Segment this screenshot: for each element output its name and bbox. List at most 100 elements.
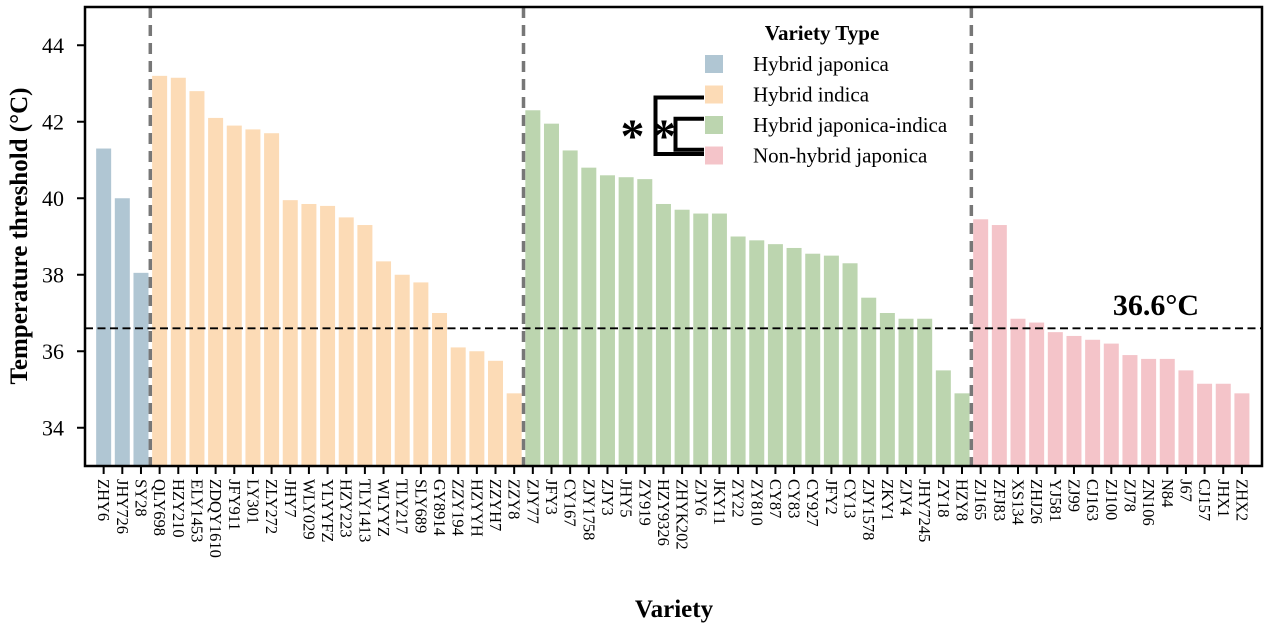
bar-ZJ78 — [1122, 355, 1138, 466]
x-tick-label: ZHY6 — [94, 479, 113, 521]
bar-CY13 — [842, 263, 858, 466]
bar-JHY7 — [282, 200, 298, 466]
outer-significance-star: * — [621, 110, 645, 163]
y-tick-label: 34 — [42, 415, 64, 440]
bar-ZJ99 — [1066, 335, 1082, 466]
bar-HZY9326 — [655, 203, 671, 467]
bar-CJ163 — [1085, 339, 1101, 466]
bar-SY28 — [133, 272, 149, 466]
x-tick-label: CJ163 — [1083, 479, 1102, 521]
bar-ZJY3 — [599, 175, 615, 467]
x-tick-label: HZYYH — [467, 479, 486, 537]
x-tick-label: CY13 — [841, 479, 860, 518]
x-tick-label: ZHJ26 — [1027, 479, 1046, 524]
x-tick-label: N84 — [1158, 479, 1177, 507]
x-tick-label: XS134 — [1008, 479, 1027, 525]
legend-label-hybrid-indica: Hybrid indica — [753, 83, 870, 107]
legend-label-hybrid-japonica: Hybrid japonica — [753, 52, 890, 76]
x-tick-label: WLYYZ — [374, 479, 393, 537]
x-tick-label: ZZY194 — [449, 479, 468, 536]
x-tick-label: ZJY6 — [691, 479, 710, 516]
legend-swatch-hybrid-indica — [705, 85, 723, 104]
bar-ZHY6 — [96, 148, 112, 466]
x-tick-label: ZJY1578 — [859, 479, 878, 540]
bar-ZHJ26 — [1029, 322, 1045, 466]
bar-LY301 — [245, 129, 261, 466]
x-tick-label: SLY689 — [411, 479, 430, 533]
x-tick-label: ZKY1 — [878, 479, 897, 521]
bar-JHY5 — [618, 177, 634, 466]
inner-bracket — [673, 116, 704, 152]
x-tick-label: CY87 — [766, 479, 785, 518]
bar-TLY217 — [394, 274, 410, 466]
bar-GY8914 — [432, 313, 448, 466]
legend-title: Variety Type — [765, 21, 880, 45]
x-tick-label: ZLY272 — [262, 479, 281, 534]
bar-HZY210 — [170, 77, 186, 466]
bar-J67 — [1178, 370, 1194, 467]
legend-swatch-hybrid-japonica-indica — [705, 116, 723, 134]
x-tick-label: ZJY1758 — [579, 479, 598, 540]
plot-frame — [83, 5, 1264, 468]
x-tick-label: ZN106 — [1139, 479, 1158, 526]
bar-ZN106 — [1141, 358, 1157, 466]
y-tick-label: 38 — [42, 262, 64, 287]
bar-WLY029 — [301, 203, 317, 467]
bar-ZFJ83 — [991, 225, 1007, 466]
bar-ZLY272 — [264, 133, 280, 466]
x-tick-label: ZZY8 — [505, 479, 524, 519]
bar-ZZYH7 — [488, 360, 504, 466]
x-tick-label: QLY698 — [150, 479, 169, 536]
x-tick-label: ELY1453 — [187, 479, 206, 542]
x-tick-label: ZY18 — [934, 479, 953, 518]
x-tick-label: ZY919 — [635, 479, 654, 526]
legend-label-hybrid-japonica-indica: Hybrid japonica-indica — [753, 113, 948, 137]
bar-XS134 — [1010, 318, 1026, 466]
bar-WLYYZ — [376, 261, 392, 466]
x-tick-label: WLY029 — [299, 479, 318, 540]
x-tick-label: HZY8 — [953, 479, 972, 521]
bar-JHX1 — [1215, 383, 1231, 466]
bar-ZKY1 — [879, 313, 895, 466]
x-tick-label: JHX1 — [1214, 479, 1233, 518]
reference-lines-layer — [85, 7, 1262, 466]
y-tick-label: 40 — [42, 186, 64, 211]
x-tick-label: CY167 — [561, 479, 580, 527]
x-axis-title: Variety — [635, 596, 714, 623]
x-tick-label: ZJY3 — [598, 479, 617, 516]
x-tick-label: ZJ78 — [1120, 479, 1139, 512]
bar-ZHX2 — [1234, 393, 1250, 466]
bar-ZY18 — [935, 370, 951, 467]
x-tick-label: ZY22 — [729, 479, 748, 518]
bar-JKY11 — [711, 213, 727, 466]
legend-swatch-hybrid-japonica — [705, 55, 723, 73]
bar-JFY3 — [543, 123, 559, 466]
bar-ZHYK202 — [674, 209, 690, 466]
bar-ZJ100 — [1103, 343, 1119, 466]
bar-ZZY8 — [506, 393, 522, 466]
bar-TLY1413 — [357, 225, 373, 466]
legend-swatch-non-hybrid-japonica — [705, 146, 723, 165]
x-tick-label: ZJ99 — [1064, 479, 1083, 512]
y-tick-label: 42 — [42, 109, 64, 134]
bar-JHY726 — [114, 198, 130, 466]
bar-ZY919 — [637, 179, 653, 467]
x-tick-label: JHY7 — [281, 479, 300, 518]
bar-ZZY194 — [450, 347, 466, 466]
bar-CY167 — [562, 150, 578, 466]
x-tick-label: JHY5 — [617, 479, 636, 518]
bar-ZJ165 — [973, 219, 989, 466]
x-tick-label: YLYYFZ — [318, 479, 337, 542]
bar-ELY1453 — [189, 91, 205, 467]
bars-layer — [96, 75, 1250, 467]
significance-brackets: * * — [621, 95, 704, 163]
x-tick-label: ZJY4 — [897, 479, 916, 516]
inner-significance-star: * — [652, 110, 676, 163]
bar-ZDQY1610 — [208, 117, 224, 467]
x-tick-label: ZZYH7 — [486, 479, 505, 531]
x-tick-label: HZY210 — [169, 479, 188, 538]
x-tick-label: JKY11 — [710, 479, 729, 525]
bar-YLYYFZ — [320, 205, 336, 466]
x-tick-label: ZFJ83 — [990, 479, 1009, 521]
